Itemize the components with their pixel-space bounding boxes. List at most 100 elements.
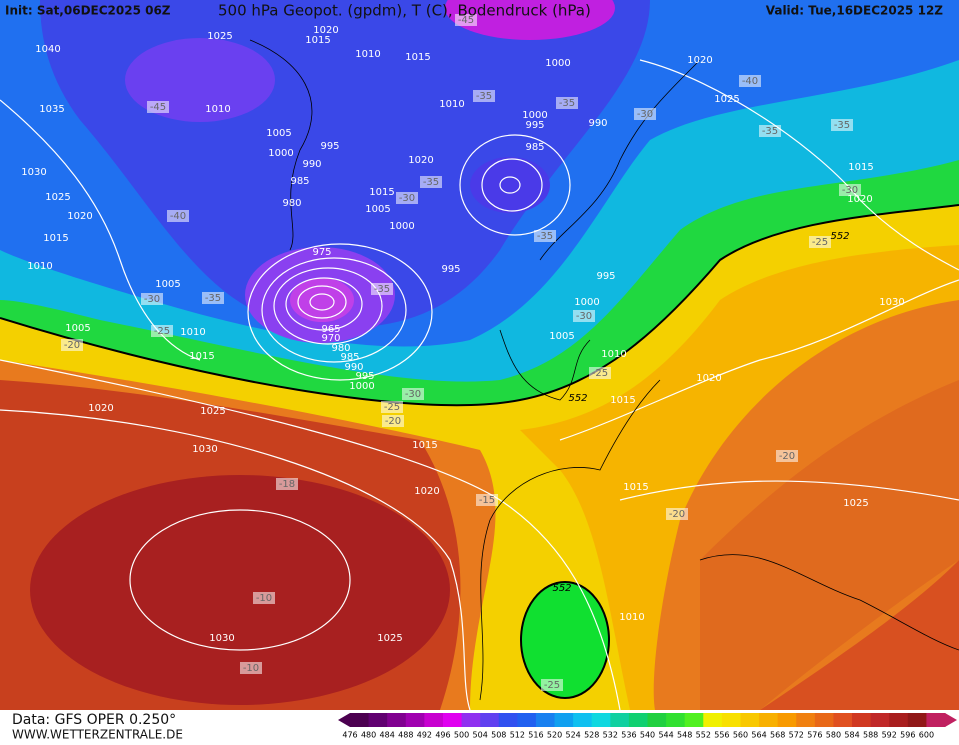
valid-text: Valid: Tue,16DEC2025 12Z xyxy=(766,4,944,18)
isobar-label: 995 xyxy=(355,371,374,382)
field-red-se xyxy=(760,560,959,710)
isobar-label: 1010 xyxy=(619,612,644,623)
temperature-label-bg xyxy=(666,508,688,520)
isobar xyxy=(0,359,621,711)
isobar-label: 1015 xyxy=(305,35,330,46)
temperature-label: -30 xyxy=(576,311,592,322)
temperature-label-bg xyxy=(534,230,556,242)
temperature-label: -35 xyxy=(423,177,439,188)
coastline xyxy=(499,329,591,401)
isobar-label: 1015 xyxy=(189,351,214,362)
isobar-label: 1020 xyxy=(696,373,721,384)
isobar-label: 1040 xyxy=(35,44,60,55)
isobar-label: 1015 xyxy=(848,162,873,173)
isobar-label: 1020 xyxy=(414,486,439,497)
temperature-label-bg xyxy=(276,478,298,490)
temperature-label: -35 xyxy=(834,120,850,131)
temperature-label-bg xyxy=(167,210,189,222)
colorbar-label: 532 xyxy=(603,731,618,740)
colorbar-label: 504 xyxy=(473,731,488,740)
temperature-label-bg xyxy=(556,97,578,109)
temperature-label: -25 xyxy=(544,680,560,691)
isobar-label: 1015 xyxy=(623,482,648,493)
geopotential-label: 552 xyxy=(568,393,587,404)
field-darkred xyxy=(30,475,450,705)
colorbar-label: 512 xyxy=(510,731,525,740)
temperature-label-bg xyxy=(240,662,262,674)
isobar-label: 1025 xyxy=(200,406,225,417)
temperature-label: -25 xyxy=(384,402,400,413)
temperature-label-bg xyxy=(396,192,418,204)
isobar-label: 1015 xyxy=(610,395,635,406)
isobar xyxy=(261,257,407,363)
coastline xyxy=(699,554,959,651)
isobar xyxy=(309,293,335,311)
geopotential-label: 552 xyxy=(552,583,571,594)
isobar xyxy=(481,158,543,212)
isobar-label: 1020 xyxy=(687,55,712,66)
isobar-label: 1015 xyxy=(43,233,68,244)
isobar-label: 1000 xyxy=(545,58,570,69)
temperature-label: -35 xyxy=(559,98,575,109)
colorbar-cell xyxy=(814,713,834,727)
colorbar-cell xyxy=(703,713,723,727)
temperature-label: -40 xyxy=(742,76,758,87)
temperature-label: -30 xyxy=(637,109,653,120)
colorbar-label: 600 xyxy=(919,731,934,740)
isobar-label: 1010 xyxy=(601,349,626,360)
isobar-label: 1025 xyxy=(377,633,402,644)
colorbar-cell xyxy=(684,713,704,727)
temperature-label: -20 xyxy=(64,340,80,351)
temperature-label-bg xyxy=(147,101,169,113)
temperature-label-bg xyxy=(634,108,656,120)
temperature-label: -35 xyxy=(537,231,553,242)
colorbar-cell xyxy=(405,713,425,727)
isobar-label: 1030 xyxy=(21,167,46,178)
colorbar-cell xyxy=(442,713,463,727)
field-yellow-orange xyxy=(520,245,959,710)
isobar-label: 975 xyxy=(312,247,331,258)
init-text: Init: Sat,06DEC2025 06Z xyxy=(5,4,171,18)
colorbar-cell xyxy=(852,713,872,727)
isobar-label: 1030 xyxy=(879,297,904,308)
colorbar-label: 484 xyxy=(380,731,395,740)
isobar xyxy=(285,277,363,331)
colorbar-cell xyxy=(610,713,630,727)
colorbar-label: 516 xyxy=(528,731,543,740)
colorbar-label: 480 xyxy=(361,731,376,740)
temperature-label: -10 xyxy=(243,663,259,674)
temperature-label-bg xyxy=(382,415,404,427)
isobar xyxy=(0,409,471,711)
isobar-label: 1020 xyxy=(408,155,433,166)
field-orange-dark xyxy=(700,380,959,710)
temperature-label: -18 xyxy=(279,479,295,490)
contour-552 xyxy=(0,204,959,407)
colorbar-label: 576 xyxy=(807,731,822,740)
colorbar-label: 508 xyxy=(491,731,506,740)
isobar-label: 1005 xyxy=(365,204,390,215)
isobar-label: 1015 xyxy=(412,440,437,451)
colorbar-cell xyxy=(350,713,370,727)
colorbar-label: 548 xyxy=(677,731,692,740)
colorbar-label: 544 xyxy=(658,731,673,740)
isobar-label: 1015 xyxy=(405,52,430,63)
colorbar-cell xyxy=(424,713,444,727)
temperature-label: -35 xyxy=(476,91,492,102)
colorbar-label: 568 xyxy=(770,731,785,740)
colorbar-cell xyxy=(517,713,537,727)
isobar-label: 1005 xyxy=(155,279,180,290)
temperature-label-bg xyxy=(420,176,442,188)
isobar xyxy=(619,480,959,501)
isobar-label: 995 xyxy=(596,271,615,282)
isobar-label: 1020 xyxy=(67,211,92,222)
colorbar-cell xyxy=(591,713,611,727)
temperature-label: -25 xyxy=(154,326,170,337)
temperature-label: -35 xyxy=(205,293,221,304)
isobar-label: 1010 xyxy=(180,327,205,338)
isobar-label: 1000 xyxy=(349,381,374,392)
colorbar-cell xyxy=(833,713,853,727)
temperature-label-bg xyxy=(759,125,781,137)
colorbar-cell xyxy=(461,713,481,727)
geopotential-label: 552 xyxy=(830,231,849,242)
